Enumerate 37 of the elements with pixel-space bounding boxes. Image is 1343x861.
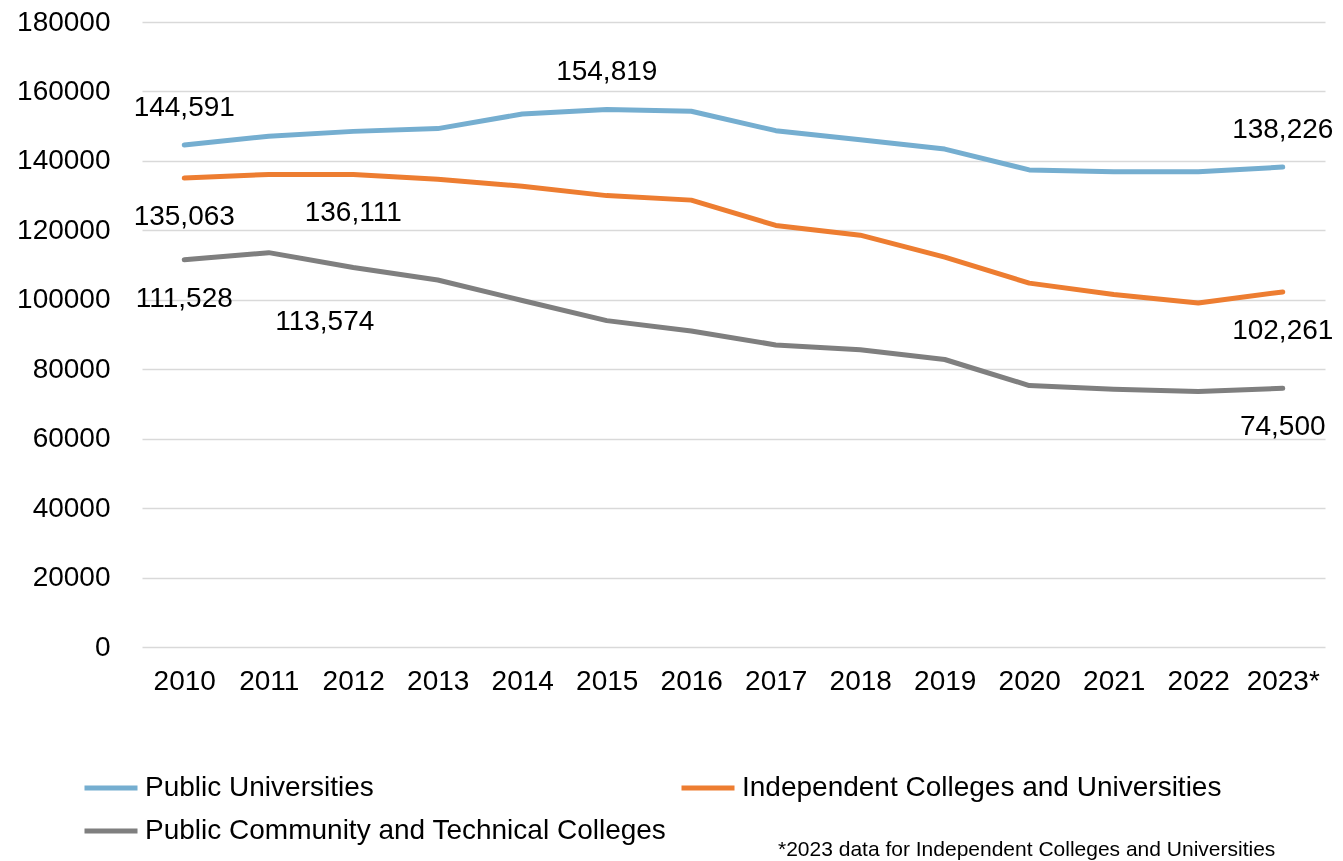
y-tick-label: 100000 bbox=[17, 283, 111, 315]
x-tick-label: 2019 bbox=[914, 664, 977, 696]
y-tick-label: 40000 bbox=[32, 491, 111, 523]
y-tick-label: 120000 bbox=[17, 213, 111, 245]
data-label: 102,261 bbox=[1232, 313, 1334, 345]
x-tick-label: 2010 bbox=[153, 664, 216, 696]
x-tick-label: 2014 bbox=[491, 664, 554, 696]
data-label: 74,500 bbox=[1239, 410, 1326, 442]
x-tick-label: 2011 bbox=[239, 664, 300, 696]
y-tick-label: 180000 bbox=[17, 5, 111, 37]
x-tick-label: 2016 bbox=[660, 664, 723, 696]
x-tick-label: 2020 bbox=[998, 664, 1061, 696]
legend-label: Independent Colleges and Universities bbox=[742, 771, 1222, 802]
y-tick-label: 60000 bbox=[32, 422, 111, 454]
x-tick-label: 2015 bbox=[576, 664, 639, 696]
x-tick-label: 2012 bbox=[322, 664, 385, 696]
x-tick-label: 2021 bbox=[1083, 664, 1146, 696]
data-label: 144,591 bbox=[133, 90, 235, 122]
x-tick-label: 2017 bbox=[745, 664, 808, 696]
x-tick-label: 2013 bbox=[407, 664, 470, 696]
legend-label: Public Universities bbox=[145, 771, 374, 802]
y-tick-label: 0 bbox=[94, 630, 111, 662]
data-label: 111,528 bbox=[135, 281, 233, 313]
y-tick-label: 140000 bbox=[17, 144, 111, 176]
data-label: 154,819 bbox=[556, 55, 658, 87]
x-tick-label: 2018 bbox=[829, 664, 892, 696]
x-tick-label: 2022 bbox=[1167, 664, 1230, 696]
y-tick-label: 160000 bbox=[17, 74, 111, 106]
data-label: 113,574 bbox=[275, 304, 375, 336]
y-tick-label: 20000 bbox=[32, 561, 111, 593]
legend-label: Public Community and Technical Colleges bbox=[145, 814, 666, 845]
data-label: 138,226 bbox=[1232, 113, 1334, 145]
x-tick-label: 2023* bbox=[1246, 664, 1320, 696]
text: *2023 data for Independent Colleges and Universities bbox=[778, 837, 1276, 860]
data-label: 135,063 bbox=[133, 200, 235, 232]
y-tick-label: 80000 bbox=[32, 352, 111, 384]
data-label: 136,111 bbox=[304, 196, 402, 228]
